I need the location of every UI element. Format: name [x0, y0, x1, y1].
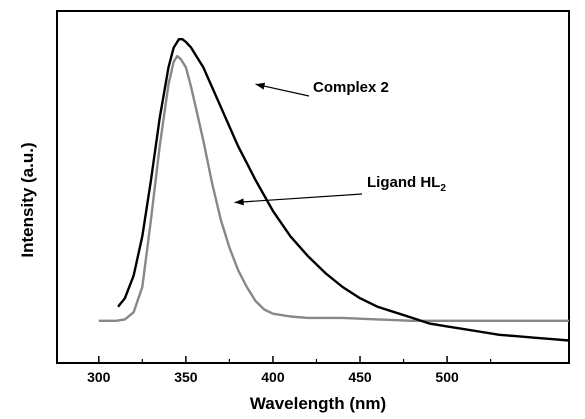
annotation-arrow-head-2 — [234, 198, 244, 206]
x-tick-label: 350 — [174, 369, 198, 385]
annotation-label-text: Ligand HL — [367, 174, 440, 191]
annotation-label-subscript: 2 — [440, 183, 446, 194]
annotation-arrow-line-2 — [234, 193, 363, 204]
y-axis-title: Intensity (a.u.) — [18, 142, 37, 257]
annotation-arrow-head-1 — [255, 82, 266, 90]
annotation-label-2: Ligand HL2 — [367, 174, 446, 194]
x-tick-label: 500 — [435, 369, 459, 385]
annotation-label-text: Complex 2 — [313, 79, 389, 96]
x-axis-title: Wavelength (nm) — [250, 394, 386, 413]
plot-frame — [56, 10, 570, 364]
series-line-1 — [117, 38, 570, 342]
annotation-arrow-line-1 — [255, 83, 310, 97]
x-tick-label: 300 — [87, 369, 111, 385]
marks-layer: 300 350 400 450 500 Complex 2 Ligand HL2 — [87, 38, 570, 385]
x-tick-label: 400 — [261, 369, 285, 385]
annotation-label-1: Complex 2 — [313, 79, 389, 96]
x-tick-label: 450 — [348, 369, 372, 385]
series-line-2 — [98, 54, 569, 322]
